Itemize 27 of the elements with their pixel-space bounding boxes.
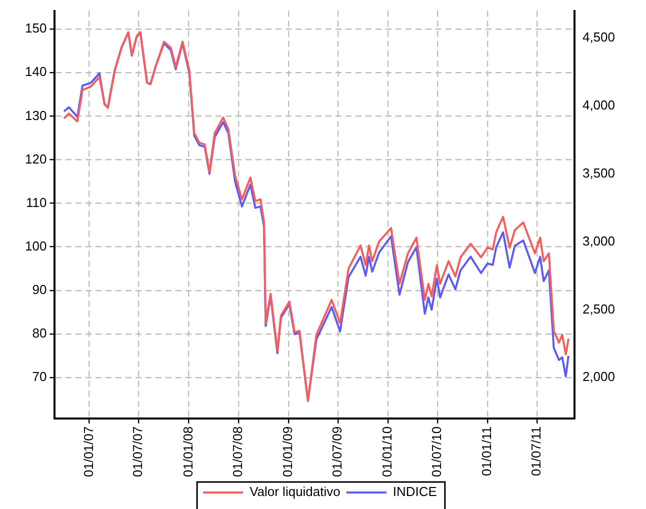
y-tick-label: 100 <box>24 238 47 254</box>
x-tick-label: 01/07/10 <box>428 426 444 478</box>
x-tick-label: 01/07/08 <box>230 426 245 478</box>
legend-label: INDICE <box>392 484 438 500</box>
x-tick-label: 01/01/11 <box>479 426 494 476</box>
x-tick-label: 01/01/10 <box>380 426 395 478</box>
y2-tick-label: 2,000 <box>582 369 616 384</box>
x-tick-label: 01/01/09 <box>280 426 296 478</box>
y-tick-label: 150 <box>24 20 47 36</box>
y-tick-label: 90 <box>32 282 47 297</box>
y-tick-label: 110 <box>26 194 47 210</box>
x-tick-label: 01/07/09 <box>329 426 344 478</box>
legend-label: Valor liquidativo <box>250 484 340 500</box>
x-tick-label: 01/07/11 <box>528 426 544 476</box>
y-tick-label: 130 <box>24 108 47 123</box>
x-tick-label: 01/01/07 <box>80 426 96 478</box>
y-tick-label: 70 <box>32 369 47 384</box>
y2-tick-label: 3,500 <box>582 165 616 180</box>
y2-tick-label: 4,000 <box>582 97 616 112</box>
x-tick-label: 01/07/07 <box>130 426 146 478</box>
y2-tick-label: 4,500 <box>582 30 616 45</box>
y2-tick-label: 2,500 <box>582 301 616 316</box>
x-tick-label: 01/01/08 <box>180 426 196 478</box>
y-tick-label: 120 <box>24 151 47 166</box>
y-tick-label: 80 <box>32 325 47 340</box>
y-tick-label: 140 <box>24 64 47 80</box>
y2-tick-label: 3,000 <box>582 233 616 248</box>
